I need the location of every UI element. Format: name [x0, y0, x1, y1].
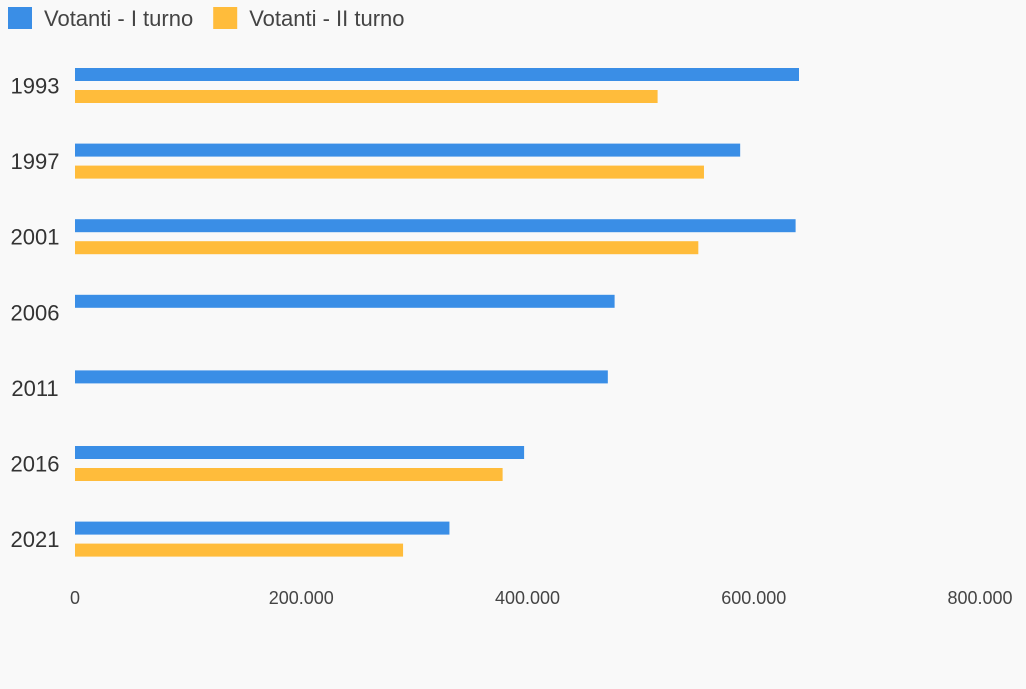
- category-label-2011: 2011: [11, 376, 58, 401]
- bar-2016-series-2: [75, 468, 503, 481]
- x-tick-label-1: 200.000: [269, 588, 334, 608]
- category-label-2016: 2016: [11, 452, 60, 477]
- x-tick-label-2: 400.000: [495, 588, 560, 608]
- category-label-2001: 2001: [11, 225, 60, 250]
- x-tick-label-0: 0: [70, 588, 80, 608]
- x-tick-label-3: 600.000: [721, 588, 786, 608]
- bar-2021-series-1: [75, 521, 450, 535]
- bar-2001-series-1: [75, 219, 796, 233]
- category-label-1997: 1997: [11, 149, 60, 174]
- legend-swatch-1: [8, 7, 32, 29]
- legend-swatch-2: [213, 7, 238, 29]
- bar-1997-series-2: [75, 165, 704, 179]
- bar-2001-series-2: [75, 241, 699, 255]
- category-axis: 1993 1997 2001 2006 2011 2016 2021: [11, 74, 60, 553]
- value-axis: 0 200.000 400.000 600.000 800.000: [70, 588, 1013, 608]
- x-tick-label-4: 800.000: [947, 588, 1012, 608]
- legend: Votanti - I turno Votanti - II turno: [8, 6, 405, 31]
- legend-label-2: Votanti - II turno: [249, 6, 404, 31]
- category-label-1993: 1993: [11, 74, 60, 99]
- bar-1997-series-1: [75, 143, 741, 157]
- bar-2021-series-2: [75, 543, 404, 557]
- bar-2016-series-1: [75, 446, 525, 459]
- legend-label-1: Votanti - I turno: [44, 6, 193, 31]
- category-label-2006: 2006: [11, 300, 60, 325]
- bars: [75, 68, 799, 557]
- bar-2011-series-1: [75, 370, 608, 384]
- category-label-2021: 2021: [11, 527, 60, 552]
- bar-1993-series-1: [75, 68, 799, 81]
- bar-1993-series-2: [75, 90, 658, 103]
- bar-2006-series-1: [75, 294, 615, 308]
